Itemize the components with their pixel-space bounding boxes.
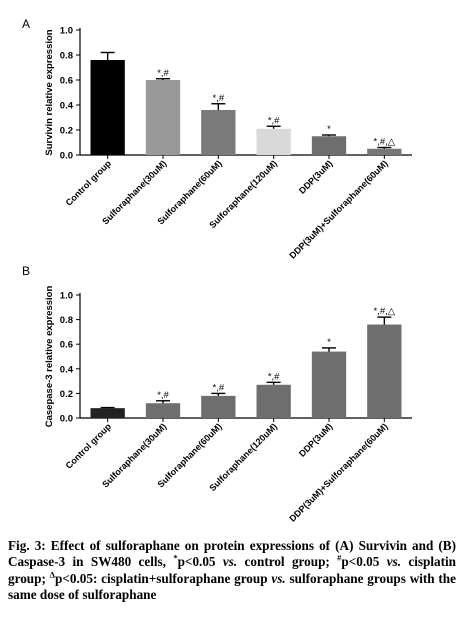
x-tick-label: DDP(3uM) [297,158,334,195]
caption-vs-3: vs. [271,570,286,586]
panel-b-chart: B 0.0 0.2 0.4 0.6 0.8 1.0 Casepase-3 relative e… [22,264,412,524]
significance-label: *,# [157,390,169,401]
x-tick-label: Control group [64,421,114,471]
caption-vs-1: vs. [222,554,238,570]
caption-delta-symbol: Δ [49,569,56,580]
significance-label: *,# [213,93,225,104]
caption-delta-tail: sulforaphane groups with the same dose o… [8,570,456,603]
significance-label: *,# [268,115,280,126]
x-tick-label: Control group [64,158,114,208]
y-tick-label: 0.6 [60,76,73,87]
caption-hash-symbol: # [337,553,342,564]
panel-letter: B [22,264,30,278]
significance-label: *,# [157,68,169,79]
bar [367,148,402,155]
y-tick-label: 0.2 [60,126,73,137]
caption-hash-tail: cisplatin group; [8,554,457,586]
y-tick-label: 0.8 [60,315,73,326]
y-tick-label: 0.0 [60,151,73,162]
bar [90,60,125,155]
y-tick-label: 0.0 [60,414,73,425]
caption-star-text: p<0.05 [177,554,223,570]
bar [145,403,181,418]
y-tick-label: 0.2 [60,389,73,400]
y-tick-label: 0.4 [60,101,74,112]
bar [311,351,347,418]
y-tick-label: 0.4 [60,364,74,375]
y-tick-label: 1.0 [60,291,73,302]
figure-caption: Fig. 3: Effect of sulforaphane on protei… [8,538,456,604]
panel-letter: A [22,17,30,31]
figure: A 0.0 0.2 0.4 0.6 0.8 1.0 Survivin relative exp… [22,17,412,524]
x-tick-label: DDP(3uM) [297,421,334,458]
caption-hash-text: p<0.05 [341,554,387,570]
caption-delta-text: p<0.05: cisplatin+sulforaphane group [55,570,272,586]
bar [201,110,236,155]
bar [311,136,347,155]
significance-label: *,#,△ [374,137,396,148]
y-tick-label: 0.8 [60,51,73,62]
x-tick-label: DDP(3uM)+Sulforaphane(60uM) [287,158,389,260]
x-tick-label: DDP(3uM)+Sulforaphane(60uM) [287,421,389,523]
bar [145,80,181,155]
y-axis-label: Survivin relative expression [44,29,55,155]
significance-label: *,# [213,382,225,393]
significance-label: *,# [268,371,280,382]
significance-label: * [327,124,331,135]
bar [256,384,291,418]
bar [90,408,125,418]
significance-label: *,#,△ [374,306,396,317]
bar [256,128,291,155]
y-axis-label: Casepase-3 relative expression [44,286,55,428]
bar [367,324,402,418]
caption-star-symbol: * [173,553,178,564]
caption-star-tail: control group; [237,554,338,570]
y-tick-label: 0.6 [60,340,73,351]
y-tick-label: 1.0 [60,26,73,37]
bar [201,395,236,418]
panel-a-chart: A 0.0 0.2 0.4 0.6 0.8 1.0 Survivin relative exp… [22,17,412,261]
significance-label: * [327,337,331,348]
caption-lead: Fig. 3: Effect of sulforaphane on protei… [8,538,456,570]
caption-vs-2: vs. [386,554,402,570]
